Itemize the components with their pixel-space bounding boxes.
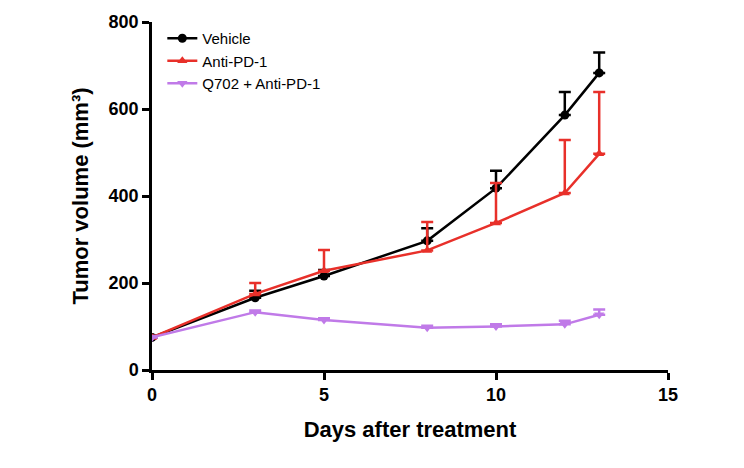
svg-text:600: 600 [109, 99, 139, 119]
svg-text:0: 0 [147, 385, 157, 405]
svg-text:800: 800 [109, 12, 139, 32]
svg-text:Vehicle: Vehicle [202, 30, 250, 47]
svg-text:Days after treatment: Days after treatment [304, 417, 517, 442]
svg-text:200: 200 [109, 273, 139, 293]
svg-text:0: 0 [129, 360, 139, 380]
svg-text:Anti-PD-1: Anti-PD-1 [202, 53, 267, 70]
svg-text:Q702 + Anti-PD-1: Q702 + Anti-PD-1 [202, 75, 320, 92]
svg-text:5: 5 [319, 385, 329, 405]
svg-text:15: 15 [658, 385, 678, 405]
svg-text:Tumor volume (mm³): Tumor volume (mm³) [68, 87, 93, 304]
svg-text:400: 400 [109, 186, 139, 206]
svg-text:10: 10 [486, 385, 506, 405]
